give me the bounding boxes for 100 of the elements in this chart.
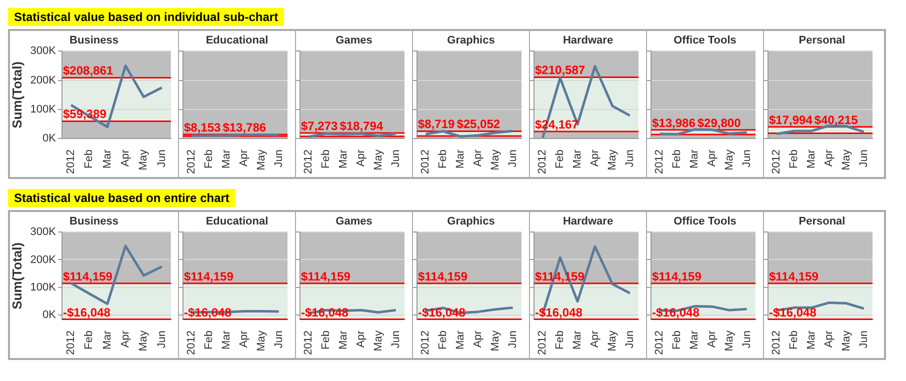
y-axis-title: Sum(Total) — [9, 61, 24, 128]
ref-line-label: $17,994 — [769, 112, 813, 127]
x-tick-label: 2012 — [770, 150, 783, 174]
x-tick-label: Jun — [156, 150, 168, 168]
x-tick-label: Apr — [120, 330, 132, 348]
x-tick-label: Apr — [706, 330, 718, 348]
x-tick-label: Apr — [472, 330, 484, 348]
x-tick-label: Feb — [788, 330, 800, 350]
x-tick-label: May — [255, 149, 268, 170]
x-tick-label: Jun — [506, 330, 519, 348]
ref-line-label: $208,861 — [63, 64, 114, 78]
x-tick-label: 2012 — [65, 330, 78, 356]
x-tick-label: May — [723, 149, 736, 170]
x-tick-label: Jun — [624, 150, 636, 168]
chart-title: Office Tools — [674, 216, 736, 228]
x-tick-label: 2012 — [65, 150, 78, 174]
y-tick-label: 200K — [30, 74, 57, 86]
x-tick-label: 2012 — [654, 150, 666, 174]
x-tick-label: Jun — [506, 150, 519, 168]
ref-line-label: $114,159 — [63, 269, 113, 284]
chart-title: Hardware — [562, 34, 614, 47]
x-tick-label: Jun — [858, 330, 870, 348]
x-tick-label: Mar — [220, 149, 233, 168]
x-tick-label: Jun — [740, 330, 753, 348]
y-tick-label: 100K — [30, 103, 57, 116]
x-tick-label: Feb — [554, 330, 566, 350]
ref-line-label: -$16,048 — [652, 305, 700, 320]
x-tick-label: Mar — [454, 330, 467, 350]
ref-line-label: $114,159 — [769, 269, 819, 284]
x-tick-label: May — [840, 330, 852, 352]
x-tick-label: Feb — [554, 150, 566, 168]
x-tick-label: Feb — [83, 150, 96, 168]
x-tick-label: May — [489, 149, 502, 170]
x-tick-label: 2012 — [654, 330, 666, 356]
ref-line-label: $114,159 — [418, 269, 468, 284]
chart-title: Games — [336, 34, 372, 47]
x-tick-label: Jun — [156, 330, 168, 348]
x-tick-label: Jun — [858, 150, 870, 168]
x-tick-label: Jun — [390, 330, 402, 348]
ref-line-label: -$16,048 — [535, 305, 583, 320]
x-tick-label: Jun — [740, 150, 753, 168]
x-tick-label: May — [138, 149, 150, 170]
ref-line-label: $114,159 — [535, 269, 585, 284]
x-tick-label: Jun — [272, 150, 285, 168]
x-tick-label: Apr — [238, 149, 250, 167]
chart-title: Business — [70, 34, 118, 47]
x-tick-label: May — [723, 330, 736, 352]
x-tick-label: May — [489, 330, 502, 352]
x-tick-label: Jun — [272, 330, 285, 348]
x-tick-label: Mar — [454, 149, 467, 168]
x-tick-label: 2012 — [186, 330, 198, 356]
x-tick-label: Feb — [437, 330, 450, 350]
x-tick-label: May — [606, 149, 618, 170]
y-axis-title: Sum(Total) — [9, 242, 24, 310]
x-tick-label: May — [606, 330, 618, 352]
x-tick-label: Apr — [588, 330, 601, 348]
ref-line-label: $8,153 — [184, 120, 222, 135]
x-tick-label: Feb — [203, 330, 216, 350]
y-tick-label: 300K — [30, 45, 57, 58]
x-tick-label: Feb — [671, 150, 684, 168]
ref-line-label: $210,587 — [535, 63, 586, 78]
ref-line-label: $114,159 — [652, 269, 702, 284]
x-tick-label: Mar — [101, 330, 114, 350]
x-tick-label: 2012 — [302, 150, 315, 174]
x-tick-label: Mar — [338, 330, 350, 350]
x-tick-label: Apr — [588, 149, 601, 167]
x-tick-label: May — [255, 330, 268, 352]
chart-title: Games — [336, 216, 372, 228]
ref-line-label: $114,159 — [184, 269, 234, 284]
x-tick-label: Apr — [354, 149, 367, 167]
chart-title: Hardware — [562, 216, 614, 228]
x-tick-label: 2012 — [186, 150, 198, 174]
text: Statistical value based on individual sub-chart — [8, 8, 284, 26]
chart-title: Educational — [206, 34, 268, 47]
ref-line-label: $29,800 — [697, 116, 742, 130]
x-tick-label: Apr — [238, 330, 250, 348]
x-tick-label: Mar — [688, 149, 701, 168]
y-tick-label: 100K — [30, 281, 57, 294]
chart-title: Business — [70, 216, 118, 228]
chart-title: Personal — [798, 216, 846, 228]
chart-title: Graphics — [447, 216, 495, 228]
chart-title: Educational — [206, 216, 268, 228]
x-tick-label: Mar — [688, 330, 701, 350]
x-tick-label: Apr — [120, 149, 132, 167]
chart-title: Graphics — [447, 34, 495, 47]
x-tick-label: 2012 — [420, 150, 432, 174]
x-tick-label: Feb — [320, 150, 332, 168]
ref-line-label: $114,159 — [301, 269, 351, 284]
x-tick-label: Mar — [572, 149, 584, 168]
ref-line-label: $25,052 — [456, 117, 500, 132]
x-tick-label: May — [372, 330, 384, 352]
text: Statistical value based on entire chart — [8, 189, 236, 207]
x-tick-label: Mar — [806, 149, 818, 168]
x-tick-label: Apr — [822, 149, 835, 167]
ref-line-label: $13,786 — [222, 120, 266, 135]
x-tick-label: Feb — [437, 150, 450, 168]
x-tick-label: 2012 — [536, 150, 549, 174]
ref-line-label: $40,215 — [814, 112, 858, 127]
x-tick-label: Mar — [220, 330, 233, 350]
y-tick-label: 300K — [30, 226, 57, 238]
